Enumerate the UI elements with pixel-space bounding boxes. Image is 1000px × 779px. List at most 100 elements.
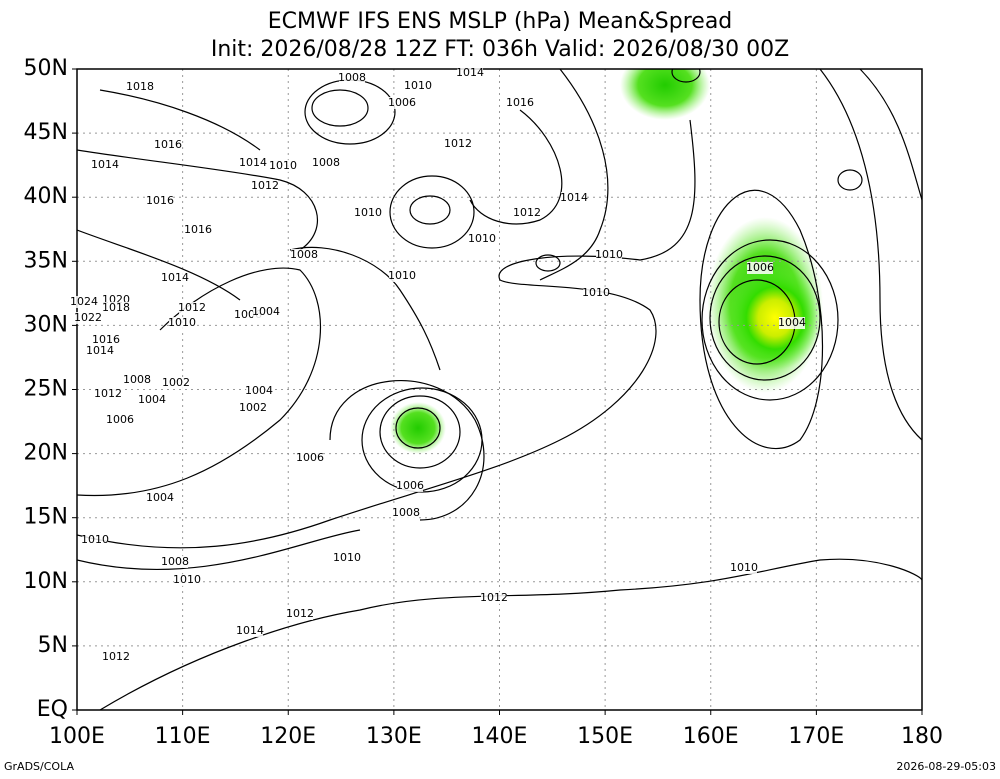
x-tick-label: 100E xyxy=(49,724,105,749)
label-bg xyxy=(246,385,272,397)
label-bg xyxy=(147,492,173,504)
contour-label: 1008 xyxy=(312,156,340,169)
label-bg xyxy=(92,159,118,171)
label-bg xyxy=(103,651,129,663)
x-tick-label: 130E xyxy=(366,724,422,749)
label-bg xyxy=(95,388,121,400)
y-tick-label: 5N xyxy=(38,633,68,658)
label-bg xyxy=(253,306,279,318)
plot-area xyxy=(77,69,922,710)
y-tick-label: 50N xyxy=(24,56,68,81)
label-bg xyxy=(127,81,153,93)
label-bg xyxy=(75,312,101,324)
label-bg xyxy=(583,287,609,299)
contour-label: 1010 xyxy=(354,206,382,219)
contour-label: 1002 xyxy=(239,401,267,414)
contour-label: 1008 xyxy=(123,373,151,386)
x-tick-label: 150E xyxy=(577,724,633,749)
x-tick-label: 170E xyxy=(788,724,844,749)
contour-label: 1010 xyxy=(388,269,416,282)
contour-label: 1004 xyxy=(138,393,166,406)
contour-label: 1006 xyxy=(296,451,324,464)
label-bg xyxy=(107,414,133,426)
footer-right: 2026-08-29-05:03 xyxy=(896,760,996,773)
y-tick-label: 45N xyxy=(24,120,68,145)
label-bg xyxy=(237,625,263,637)
contour-label: 1010 xyxy=(333,551,361,564)
contour-label: 1006 xyxy=(746,261,774,274)
contour-label: 1010 xyxy=(582,286,610,299)
contour-label: 1012 xyxy=(251,179,279,192)
label-bg xyxy=(155,139,181,151)
spread-area xyxy=(390,402,446,454)
contour-label: 1016 xyxy=(146,194,174,207)
contour-label: 1016 xyxy=(154,138,182,151)
contour-label: 1006 xyxy=(388,96,416,109)
label-bg xyxy=(174,574,200,586)
contour-label: 1018 xyxy=(126,80,154,93)
contour-label: 1008 xyxy=(290,248,318,261)
label-bg xyxy=(71,296,97,308)
label-bg xyxy=(507,97,533,109)
label-bg xyxy=(297,452,323,464)
contour-label: 1014 xyxy=(239,156,267,169)
contour-label: 1010 xyxy=(269,159,297,172)
contour-label: 1008 xyxy=(338,71,366,84)
contour-label: 1012 xyxy=(513,206,541,219)
contour-label: 1012 xyxy=(444,137,472,150)
y-tick-label: 40N xyxy=(24,184,68,209)
label-bg xyxy=(457,67,483,79)
label-bg xyxy=(469,233,495,245)
label-bg xyxy=(445,138,471,150)
contour-label: 1006 xyxy=(106,413,134,426)
label-bg xyxy=(405,80,431,92)
label-bg xyxy=(147,195,173,207)
label-bg xyxy=(103,302,129,314)
grid xyxy=(77,69,922,710)
contour-label: 1012 xyxy=(286,607,314,620)
contour-label: 1010 xyxy=(730,561,758,574)
contour-label: 1016 xyxy=(184,223,212,236)
label-bg xyxy=(162,272,188,284)
label-bg xyxy=(169,317,195,329)
contour-label: 1014 xyxy=(161,271,189,284)
subtitle: Init: 2026/08/28 12Z FT: 036h Valid: 202… xyxy=(211,37,789,62)
x-tick-label: 160E xyxy=(683,724,739,749)
contour-label: 1004 xyxy=(252,305,280,318)
contour-label: 1014 xyxy=(456,66,484,79)
label-bg xyxy=(355,207,381,219)
contour-label: 1010 xyxy=(595,248,623,261)
label-bg xyxy=(596,249,622,261)
label-bg xyxy=(481,592,507,604)
label-bg xyxy=(291,249,317,261)
label-bg xyxy=(397,480,423,492)
contour-label: 1002 xyxy=(162,376,190,389)
label-bg xyxy=(334,552,360,564)
contour-label: 1014 xyxy=(91,158,119,171)
label-bg xyxy=(389,270,415,282)
contour-label: 1014 xyxy=(560,191,588,204)
contour-label: 1018 xyxy=(102,301,130,314)
contour-label: 1014 xyxy=(86,344,114,357)
contour-label: 1004 xyxy=(146,491,174,504)
title: ECMWF IFS ENS MSLP (hPa) Mean&Spread xyxy=(268,9,733,34)
label-bg xyxy=(240,402,266,414)
label-bg xyxy=(393,507,419,519)
label-bg xyxy=(139,394,165,406)
label-bg xyxy=(87,345,113,357)
contour-label: 1006 xyxy=(396,479,424,492)
label-bg xyxy=(252,180,278,192)
label-bg xyxy=(561,192,587,204)
label-bg xyxy=(179,302,205,314)
contour-label: 1012 xyxy=(102,650,130,663)
label-bg xyxy=(731,562,757,574)
x-tick-label: 110E xyxy=(155,724,211,749)
label-bg xyxy=(185,224,211,236)
contour-label: 1012 xyxy=(94,387,122,400)
contour-label: 1016 xyxy=(92,333,120,346)
contour-label: 1010 xyxy=(81,533,109,546)
y-tick-label: EQ xyxy=(37,697,68,722)
contour-label: 1024 xyxy=(70,295,98,308)
